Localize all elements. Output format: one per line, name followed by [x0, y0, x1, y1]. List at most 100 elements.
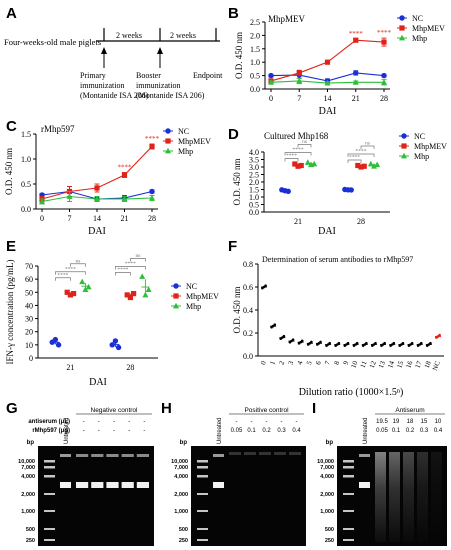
- data-point-nc: [52, 336, 59, 343]
- significance-label: ****: [65, 266, 76, 272]
- data-point-mhpmev: [353, 37, 359, 43]
- data-point-mhpmev: [295, 163, 301, 169]
- data-point-nc: [149, 188, 155, 195]
- bp-marker-label: 10,000: [317, 459, 334, 465]
- data-point-nc: [353, 70, 359, 76]
- data-point-mhp: [82, 286, 89, 293]
- y-tick-label: 0.5: [249, 201, 259, 210]
- x-tick-label: 21: [66, 363, 74, 372]
- gel-row-cell: -: [281, 419, 283, 425]
- legend-label-mhpmev: MhpMEV: [186, 292, 219, 301]
- ladder-band: [343, 539, 354, 541]
- x-tick-label: 15: [395, 359, 405, 369]
- y-tick-label: 30: [25, 315, 33, 324]
- timeline-panel: Four-weeks-old male piglets 2 weeks 2 we…: [4, 28, 223, 100]
- data-point-mhp: [85, 283, 92, 290]
- x-tick-label: 0: [40, 214, 44, 223]
- significance-label: ****: [145, 135, 160, 143]
- data-point: [282, 334, 286, 338]
- data-point-mhpmev: [64, 289, 70, 295]
- panel-letter-g: G: [6, 400, 18, 417]
- bp-marker-label: 1,000: [320, 509, 334, 515]
- legend-label-mhpmev: MhpMEV: [414, 142, 447, 151]
- y-tick-label: 0: [29, 354, 33, 363]
- data-point-mhp: [139, 273, 146, 279]
- x-tick-label: 10: [350, 359, 360, 369]
- data-point-mhpmev: [67, 292, 73, 298]
- y-tick-label: 0.8: [243, 260, 253, 269]
- y-tick-label: 0.0: [249, 208, 259, 217]
- gel-row-cell: 0.3: [420, 428, 429, 434]
- timeline-interval-2: 2 weeks: [170, 31, 196, 40]
- bp-marker-label: 4,000: [174, 474, 188, 480]
- untreated-band: [60, 482, 71, 488]
- sample-band: [106, 482, 119, 488]
- y-tick-label: 20: [25, 328, 33, 337]
- gel-title: Negative control: [91, 407, 139, 414]
- significance-label: ns: [135, 253, 140, 259]
- data-point: [419, 341, 423, 345]
- data-point-nc: [348, 187, 354, 193]
- y-tick-label: 1.0: [21, 155, 31, 164]
- x-tick-label: 21: [352, 94, 360, 103]
- x-tick-label: 7: [297, 94, 301, 103]
- panel-letter-a: A: [6, 5, 17, 22]
- x-tick-label: NC: [431, 360, 442, 372]
- y-tick-label: 0.0: [21, 205, 31, 214]
- gel-row-cell: 10: [435, 419, 442, 425]
- bp-marker-label: 1,000: [174, 509, 188, 515]
- legend-label-mhp: Mhp: [412, 34, 427, 43]
- gel-title: Antiserum: [395, 407, 424, 414]
- significance-bracket: [115, 266, 146, 270]
- data-point-mhpmev: [361, 163, 367, 169]
- gel-row-cell: 19: [393, 419, 400, 425]
- bp-marker-label: 2,000: [320, 492, 334, 498]
- legend-marker-mhp: [401, 152, 407, 159]
- significance-label: ns: [302, 139, 307, 145]
- data-point-nc: [115, 344, 122, 351]
- gel-title: Positive control: [244, 407, 289, 414]
- data-point: [355, 341, 359, 345]
- x-tick-label: 21: [294, 217, 302, 226]
- sample-well-band: [91, 454, 104, 457]
- sample-smear: [389, 452, 400, 542]
- significance-bracket: [70, 263, 86, 267]
- data-point-mhp: [367, 160, 374, 167]
- chart-b-mhpmev: 0.0 0.5 1.0 1.5 2.0 2.5 O.D. 450 nm DAI 0 7 14 21 28…: [234, 14, 445, 117]
- x-tick-label: 12: [368, 359, 378, 369]
- untreated-well-band: [213, 454, 224, 457]
- legend-marker-nc: [399, 15, 405, 21]
- legend-label-mhpmev: MhpMEV: [412, 24, 445, 33]
- sample-well-band: [76, 454, 89, 457]
- gel-row-cell: 0.1: [392, 428, 401, 434]
- x-axis-label: DAI: [89, 377, 107, 388]
- significance-label: ****: [117, 267, 128, 273]
- x-tick-label: 16: [404, 359, 414, 369]
- ladder-band: [197, 493, 208, 495]
- significance-label: ****: [377, 29, 392, 37]
- data-point: [365, 341, 368, 345]
- bp-marker-label: 7,000: [21, 465, 35, 471]
- ladder-band: [343, 510, 354, 512]
- y-tick-label: 2.0: [250, 31, 260, 40]
- significance-bracket: [284, 158, 299, 162]
- data-point-mhpmev: [71, 291, 77, 297]
- x-tick-label: 28: [357, 217, 365, 226]
- data-point-mhpmev: [296, 70, 302, 76]
- panel-letter-i: I: [312, 400, 317, 417]
- y-tick-label: 50: [25, 288, 33, 297]
- ladder-band: [44, 466, 55, 469]
- y-tick-label: 60: [25, 275, 33, 284]
- data-point-mhp: [352, 79, 359, 85]
- y-tick-label: 1.0: [250, 58, 260, 67]
- data-point-nc: [112, 338, 119, 344]
- ladder-band: [44, 528, 55, 530]
- x-tick-label: 2: [277, 359, 286, 365]
- panel-letter-c: C: [6, 118, 17, 135]
- x-tick-label: 28: [126, 363, 134, 372]
- booster-label-3: (Montanide ISA 206): [136, 91, 205, 100]
- sample-smear: [417, 452, 428, 542]
- y-tick-label: 1.5: [249, 186, 259, 195]
- sample-well-band: [259, 452, 271, 455]
- y-axis-label: IFN-γ concentration (pg/mL): [5, 260, 15, 365]
